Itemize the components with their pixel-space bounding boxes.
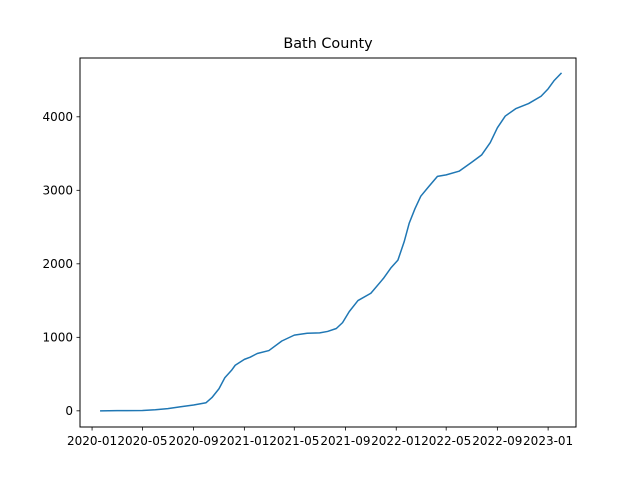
x-tick-label-2: 2020-09	[169, 434, 219, 448]
x-tick-label-8: 2022-09	[472, 434, 522, 448]
x-tick-label-9: 2023-01	[523, 434, 573, 448]
line-layer	[100, 72, 563, 412]
x-tick-label-7: 2022-05	[421, 434, 471, 448]
y-tick-label-2: 2000	[42, 257, 73, 271]
y-tick-label-3: 3000	[42, 184, 73, 198]
y-tick-label-4: 4000	[42, 110, 73, 124]
x-axis-ticks: 2020-01 2020-05 2020-09 2021-01 2021-05 2021-…	[67, 427, 573, 448]
series-line-0	[100, 72, 563, 412]
x-tick-label-4: 2021-05	[269, 434, 319, 448]
y-tick-label-1: 1000	[42, 331, 73, 345]
y-axis-ticks: 0 1000 2000 3000 4000	[42, 110, 80, 418]
x-tick-label-6: 2022-01	[371, 434, 421, 448]
x-tick-label-3: 2021-01	[219, 434, 269, 448]
x-tick-label-5: 2021-09	[320, 434, 370, 448]
x-tick-label-0: 2020-01	[67, 434, 117, 448]
y-tick-label-0: 0	[65, 404, 73, 418]
chart-title: Bath County	[283, 36, 373, 52]
x-tick-label-1: 2020-05	[117, 434, 167, 448]
plot-frame	[79, 57, 577, 428]
